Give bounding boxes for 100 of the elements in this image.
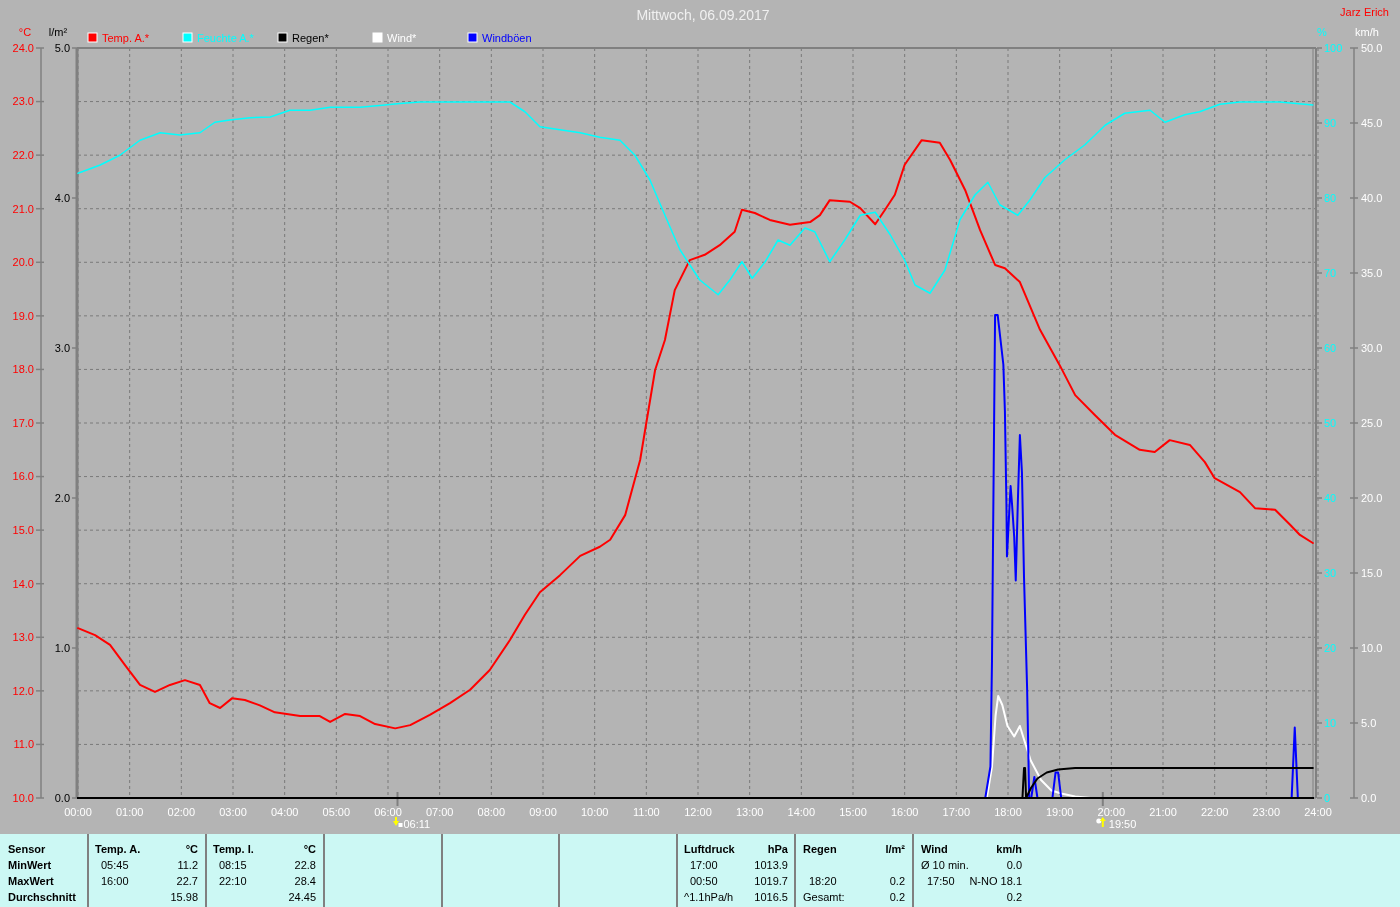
line-series — [77, 139, 1314, 730]
y-tick-label: 3.0 — [54, 341, 70, 354]
y-tick-label: 24.0 — [12, 41, 34, 54]
x-tick-label: 15:00 — [839, 806, 867, 818]
x-tick-label: 07:00 — [425, 806, 454, 818]
y2-tick-label: 70 — [1324, 266, 1337, 279]
x-tick-label: 21:00 — [1149, 806, 1177, 818]
x-tick-label: 06:00 — [374, 806, 402, 818]
text: Gesamt: — [803, 891, 845, 903]
text: 00:50 — [690, 875, 718, 887]
y-tick-label: 10.0 — [12, 791, 34, 804]
text: 16:00 — [101, 875, 129, 887]
x-tick-label: 02:00 — [167, 806, 196, 818]
y-tick-label: 11.0 — [13, 738, 34, 751]
y3-axis-title: km/h — [1355, 26, 1379, 38]
text: 0.2 — [1006, 891, 1022, 903]
y-tick-label: 13.0 — [12, 631, 34, 644]
line-series — [77, 101, 1314, 296]
text: 15.98 — [170, 891, 198, 903]
y3-tick-label: 0.0 — [1361, 791, 1377, 804]
y-tick-label: 4.0 — [54, 191, 70, 204]
x-tick-label: 22:00 — [1200, 806, 1229, 818]
text: km/h — [996, 843, 1023, 855]
text: 19:50 — [1108, 818, 1137, 830]
legend-label: Wind* — [387, 31, 418, 44]
text: l/m² — [885, 843, 906, 855]
y2-tick-label: 0 — [1324, 791, 1331, 804]
x-tick-label: 04:00 — [270, 806, 299, 818]
text: 0.0 — [1006, 859, 1022, 871]
y-tick-label: 12.0 — [12, 684, 34, 697]
y2-tick-label: 20 — [1324, 641, 1337, 654]
x-tick-label: 23:00 — [1252, 806, 1281, 818]
y-tick-label: 16.0 — [12, 470, 34, 483]
text: 24.45 — [288, 891, 316, 903]
y3-tick-label: 10.0 — [1361, 641, 1383, 654]
y3-tick-label: 35.0 — [1361, 266, 1383, 279]
legend-label: Windböen — [482, 31, 532, 44]
y2-tick-label: 100 — [1324, 41, 1343, 54]
text: Temp. I. — [213, 843, 254, 855]
y-tick-label: 2.0 — [54, 491, 70, 504]
x-tick-label: 19:00 — [1045, 806, 1074, 818]
text: 22:10 — [219, 875, 247, 887]
y-tick-label: 5.0 — [54, 41, 70, 54]
y2-tick-label: 40 — [1324, 491, 1337, 504]
y-tick-label: 14.0 — [12, 577, 34, 590]
legend-label: Temp. A.* — [102, 31, 150, 44]
x-tick-label: 03:00 — [219, 806, 247, 818]
x-tick-label: 09:00 — [529, 806, 557, 818]
text: 0.2 — [889, 891, 905, 903]
y3-tick-label: 40.0 — [1361, 191, 1383, 204]
text: 08:15 — [219, 859, 247, 871]
x-tick-label: 14:00 — [787, 806, 816, 818]
y2-axis-title: % — [1317, 26, 1328, 38]
x-tick-label: 08:00 — [477, 806, 506, 818]
text: Luftdruck — [684, 843, 736, 855]
x-tick-label: 20:00 — [1097, 806, 1126, 818]
text: 18:20 — [809, 875, 837, 887]
y2-tick-label: 30 — [1324, 566, 1337, 579]
text: Regen — [803, 843, 837, 855]
y3-tick-label: 30.0 — [1361, 341, 1383, 354]
text: Jarz Erich — [1340, 6, 1389, 18]
x-tick-label: 16:00 — [890, 806, 919, 818]
y-tick-label: 1.0 — [54, 641, 70, 654]
text: 1019.7 — [754, 875, 788, 887]
x-tick-label: 18:00 — [994, 806, 1022, 818]
text: Sensor — [8, 843, 47, 855]
y3-tick-label: 20.0 — [1361, 491, 1383, 504]
x-tick-label: 10:00 — [580, 806, 609, 818]
text: MinWert — [8, 859, 52, 871]
text: Ø 10 min. — [921, 859, 969, 871]
y2-tick-label: 10 — [1324, 716, 1337, 729]
text: 1013.9 — [754, 859, 788, 871]
y3-tick-label: 15.0 — [1361, 566, 1383, 579]
text: °C — [303, 843, 317, 855]
text: ^1.1hPa/h — [684, 891, 734, 903]
y-tick-label: 17.0 — [12, 416, 34, 429]
x-tick-label: 12:00 — [684, 806, 712, 818]
x-tick-label: 24:00 — [1304, 806, 1332, 818]
y3-tick-label: 50.0 — [1361, 41, 1383, 54]
chart-title: Mittwoch, 06.09.2017 — [636, 7, 770, 23]
y-tick-label: 23.0 — [12, 95, 34, 108]
text: 22.7 — [176, 875, 198, 887]
legend-label: Feuchte A.* — [197, 31, 255, 44]
text: MaxWert — [8, 875, 54, 887]
y-axis-title: °C — [18, 26, 32, 38]
text: N-NO 18.1 — [969, 875, 1022, 887]
y2-tick-label: 60 — [1324, 341, 1337, 354]
y-tick-label: 22.0 — [12, 148, 34, 161]
text: 1016.5 — [754, 891, 788, 903]
y-tick-label: 18.0 — [12, 363, 34, 376]
text: hPa — [767, 843, 789, 855]
text: Durchschnitt — [8, 891, 77, 903]
x-tick-label: 17:00 — [942, 806, 971, 818]
text: 11.2 — [177, 859, 198, 871]
text: 17:50 — [927, 875, 955, 887]
text: 05:45 — [101, 859, 129, 871]
y3-tick-label: 45.0 — [1361, 116, 1383, 129]
text: 22.8 — [294, 859, 316, 871]
y2-tick-label: 90 — [1324, 116, 1337, 129]
x-tick-label: 01:00 — [115, 806, 144, 818]
